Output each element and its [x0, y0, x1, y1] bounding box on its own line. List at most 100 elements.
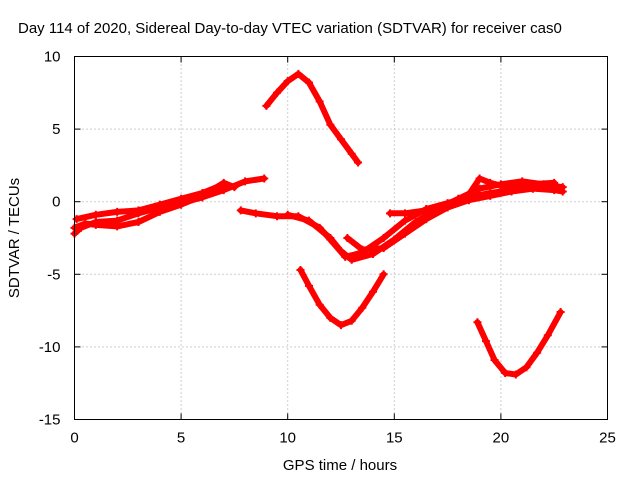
data-point [91, 220, 100, 229]
data-point [241, 177, 250, 186]
data-point [558, 183, 567, 192]
y-tick-label: 10 [44, 49, 61, 66]
data-point [400, 229, 409, 238]
data-point [473, 318, 482, 327]
plot-area [70, 69, 567, 379]
data-point [533, 348, 542, 357]
data-point [550, 178, 559, 187]
data-point [283, 210, 292, 219]
data-point [326, 234, 335, 242]
y-tick-label: 0 [52, 194, 60, 211]
data-point [543, 331, 552, 340]
series-arc-4 [262, 69, 363, 167]
data-point [400, 216, 409, 225]
series-arc-9 [296, 265, 388, 330]
data-point [354, 158, 363, 167]
data-point [358, 303, 367, 312]
data-point [113, 222, 122, 231]
data-point [347, 316, 356, 325]
data-point [347, 149, 356, 158]
data-point [283, 77, 292, 86]
data-point [155, 207, 164, 216]
data-point [443, 200, 452, 209]
series-line [237, 185, 566, 260]
series-line [474, 309, 564, 378]
data-point [273, 212, 282, 221]
data-point [305, 78, 314, 87]
series-line [344, 185, 536, 253]
series-arc-10 [473, 308, 565, 379]
data-point [72, 215, 81, 224]
x-tick-label: 10 [279, 430, 296, 447]
data-point [134, 218, 143, 227]
data-point [251, 209, 260, 218]
data-point [305, 281, 314, 290]
y-axis-title: SDTVAR / TECUs [6, 178, 23, 298]
y-tick-label: -15 [39, 412, 61, 429]
data-point [326, 120, 335, 129]
data-point [347, 255, 356, 264]
data-point [368, 287, 377, 296]
x-tick-labels: 0 5 10 15 20 25 [70, 430, 616, 447]
y-tick-label: 5 [52, 121, 60, 138]
data-point [464, 190, 473, 199]
data-point [358, 245, 367, 254]
data-point [475, 174, 484, 183]
data-point [315, 97, 324, 106]
data-point [219, 180, 228, 189]
data-point [511, 370, 520, 379]
data-point [522, 363, 531, 372]
data-point [236, 206, 245, 215]
x-tick-label: 25 [599, 430, 616, 447]
data-point [91, 210, 100, 219]
data-point [379, 234, 388, 242]
data-point [400, 209, 409, 218]
data-point [326, 313, 335, 322]
series-arc-3 [72, 180, 228, 224]
data-point [486, 191, 495, 200]
data-point [81, 219, 90, 228]
x-tick-label: 0 [70, 430, 78, 447]
y-tick-labels: -15 -10 -5 0 5 10 [39, 49, 61, 429]
data-point [481, 337, 490, 346]
data-point [475, 184, 484, 193]
data-point [379, 244, 388, 253]
data-point [337, 321, 345, 330]
data-point [305, 216, 314, 225]
data-point [422, 206, 431, 215]
data-point [507, 184, 516, 193]
data-point [273, 88, 282, 97]
data-point [343, 234, 352, 242]
data-point [296, 265, 305, 274]
data-point [294, 69, 303, 78]
x-tick-label: 5 [177, 430, 185, 447]
series-arc-8 [386, 174, 559, 218]
grid [74, 56, 608, 420]
data-point [528, 180, 537, 189]
data-point [379, 270, 388, 279]
x-tick-label: 15 [386, 430, 403, 447]
y-tick-label: -5 [47, 266, 60, 283]
data-point [486, 178, 495, 187]
data-point [113, 207, 122, 216]
data-point [155, 200, 164, 209]
plot-frame [74, 56, 608, 420]
data-point [337, 247, 345, 256]
data-point [556, 308, 565, 317]
data-point [315, 300, 324, 309]
data-point [230, 183, 239, 192]
axis-ticks [74, 56, 608, 420]
chart-title: Day 114 of 2020, Sidereal Day-to-day VTE… [18, 20, 562, 37]
data-point [501, 369, 510, 378]
data-point [422, 215, 431, 224]
data-point [262, 101, 271, 110]
data-point [134, 206, 143, 215]
series-line [297, 266, 387, 329]
data-point [386, 209, 395, 218]
series-line [387, 175, 558, 217]
series-line [263, 70, 362, 166]
data-point [337, 135, 345, 144]
y-tick-label: -10 [39, 339, 61, 356]
data-point [177, 194, 186, 203]
